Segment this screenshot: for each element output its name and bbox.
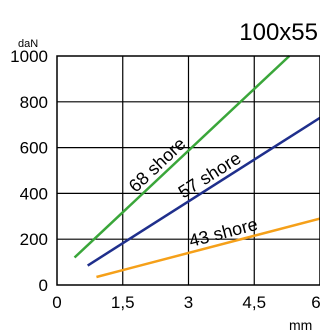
y-tick-label: 600 xyxy=(20,139,48,158)
series-label: 43 shore xyxy=(187,214,260,251)
y-axis-unit: daN xyxy=(18,38,38,50)
y-tick-label: 0 xyxy=(39,276,48,295)
series-label: 57 shore xyxy=(175,148,245,202)
grid xyxy=(57,56,320,285)
chart-title: 100x55 xyxy=(239,19,318,46)
x-axis-unit: mm xyxy=(289,317,312,331)
y-tick-label: 800 xyxy=(20,93,48,112)
y-tick-label: 400 xyxy=(20,184,48,203)
series-line xyxy=(96,217,320,279)
series-layer xyxy=(73,55,320,279)
plot-frame xyxy=(56,55,320,286)
x-tick-label: 1,5 xyxy=(111,293,135,312)
x-tick-label: 0 xyxy=(52,293,61,312)
series-line xyxy=(73,55,291,259)
x-tick-label: 3 xyxy=(184,293,193,312)
x-tick-label: 6 xyxy=(311,293,320,312)
tick-labels: 0 200 400 600 800 1000 0 1,5 3 4,5 6 xyxy=(10,47,320,312)
y-tick-label: 1000 xyxy=(10,47,48,66)
series-line xyxy=(87,116,320,267)
x-tick-label: 4,5 xyxy=(242,293,266,312)
y-tick-label: 200 xyxy=(20,230,48,249)
